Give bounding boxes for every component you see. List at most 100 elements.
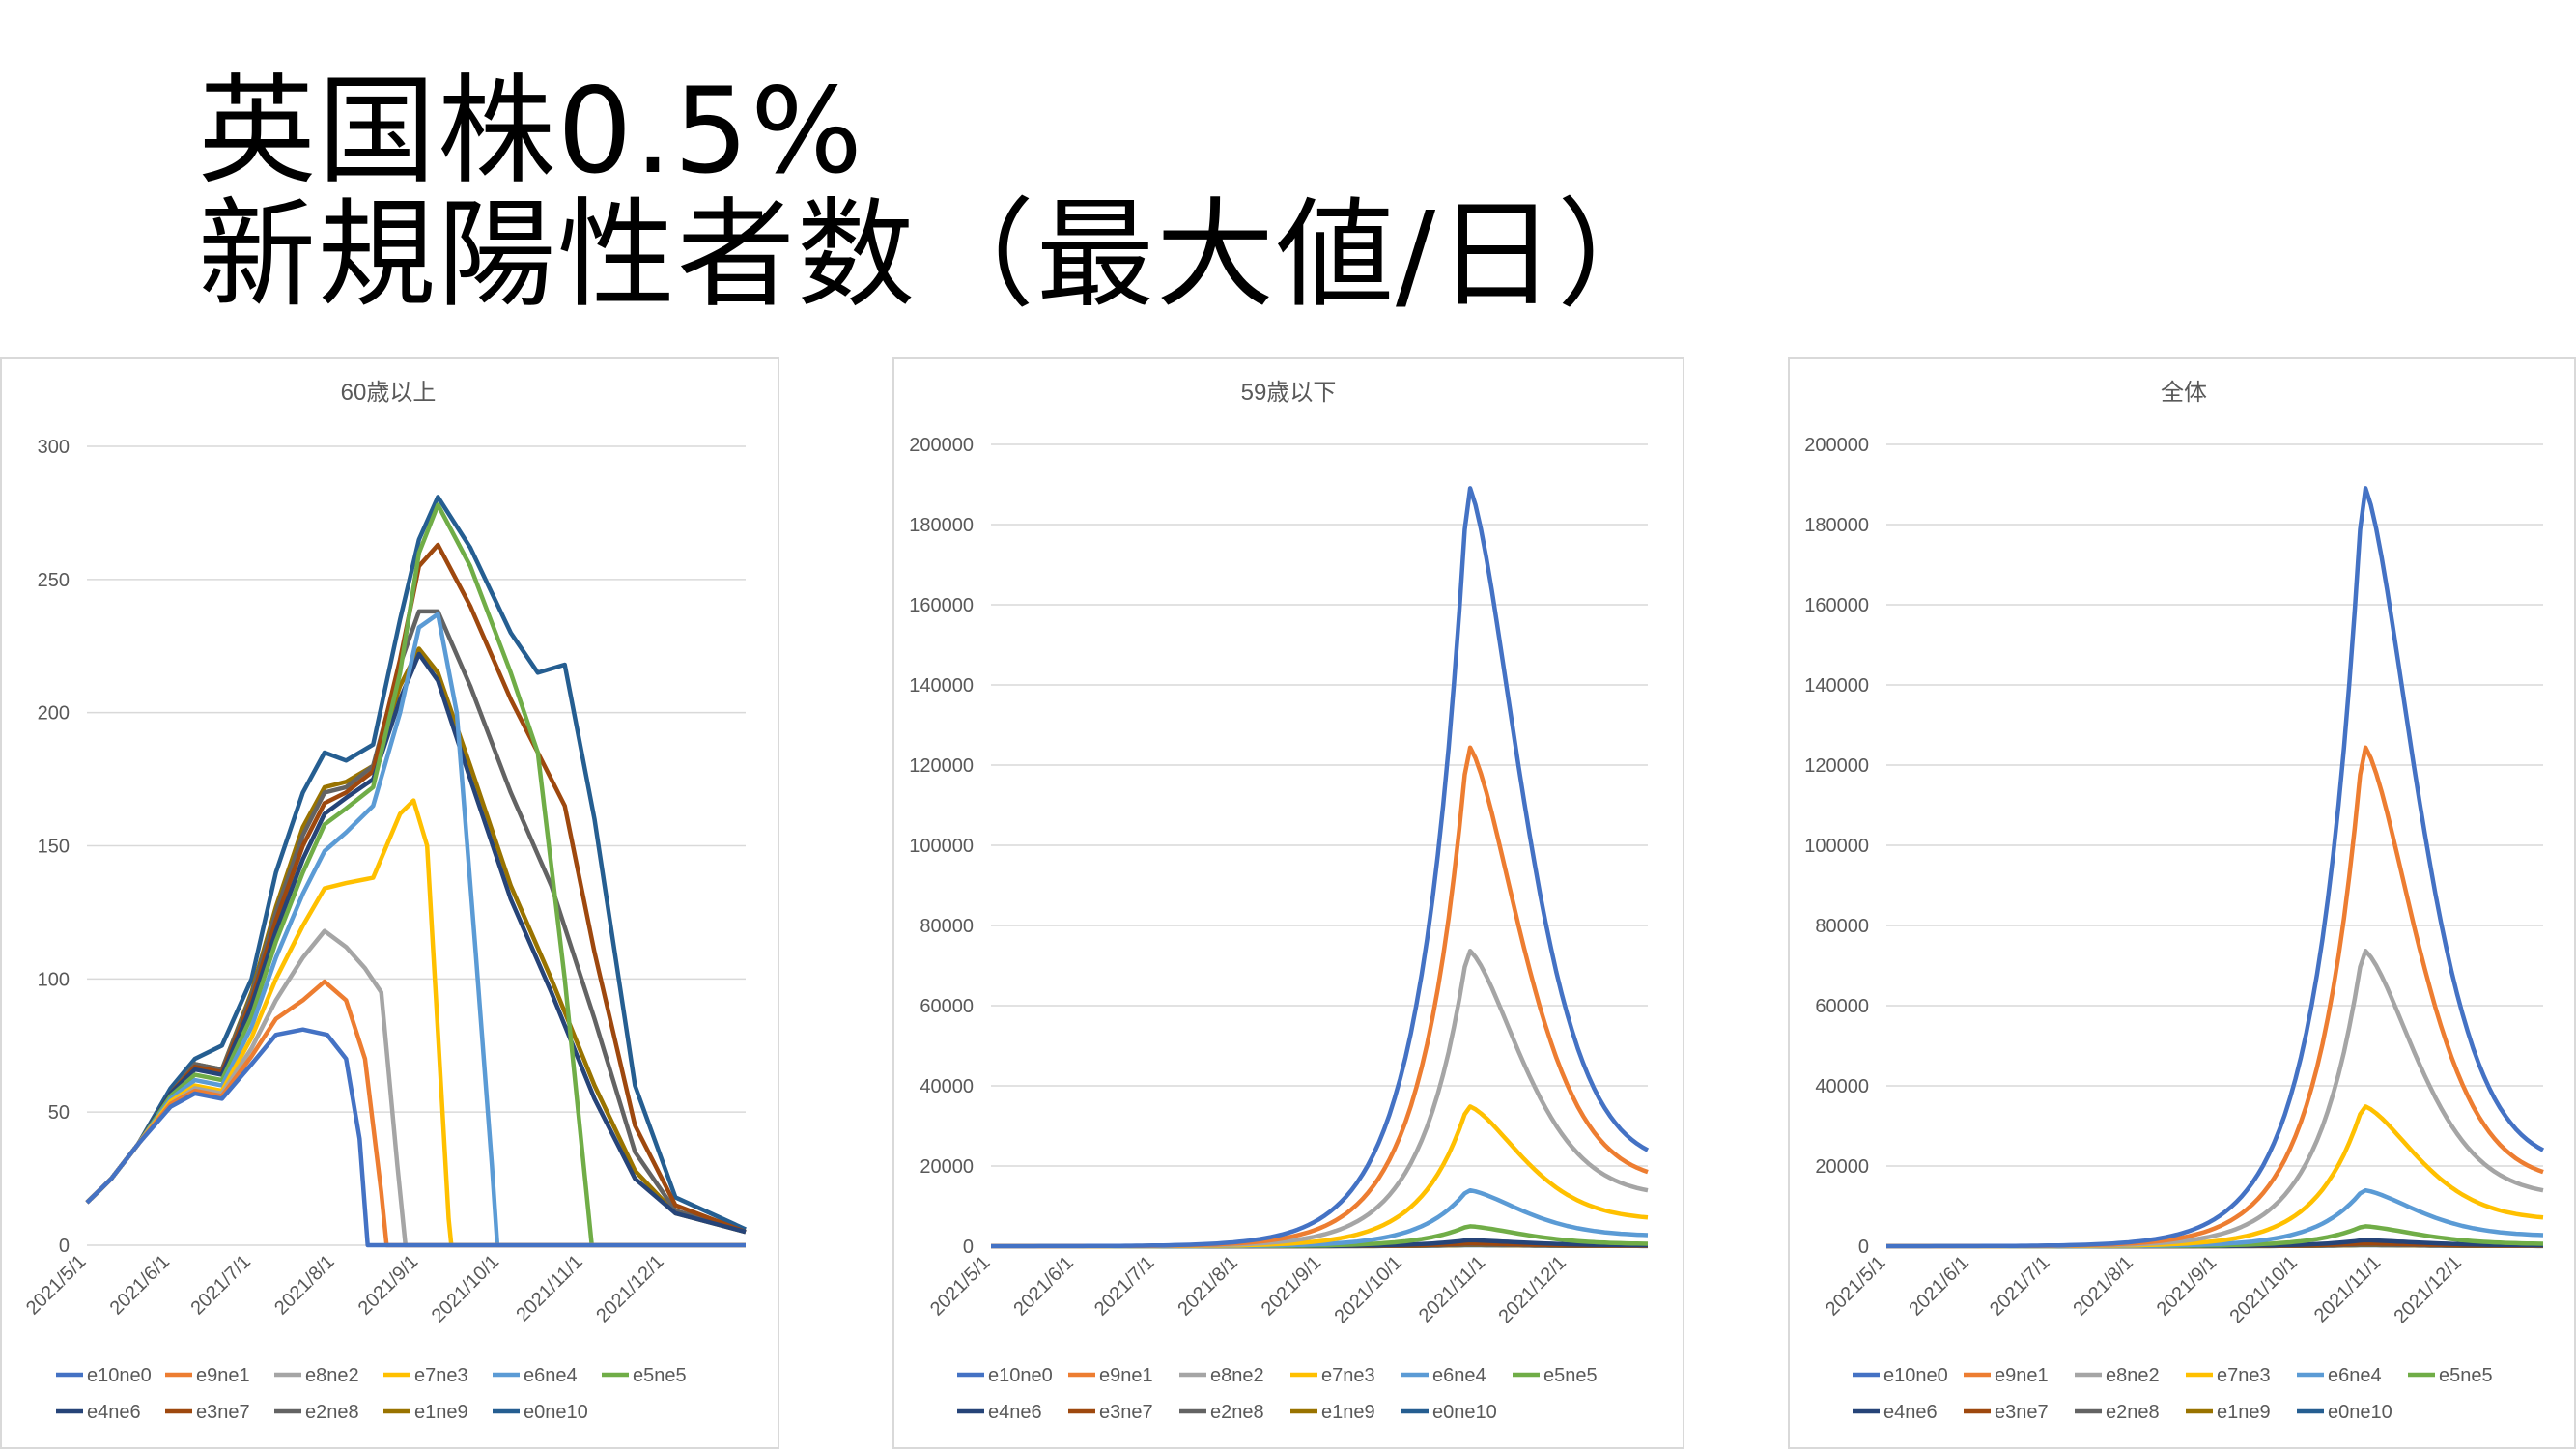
x-tick-label: 2021/12/1 bbox=[2390, 1252, 2465, 1327]
legend-label: e8ne2 bbox=[1210, 1365, 1264, 1386]
legend-label: e2ne8 bbox=[1210, 1402, 1264, 1423]
legend-label: e0ne10 bbox=[1432, 1402, 1497, 1423]
legend-label: e1ne9 bbox=[414, 1402, 468, 1423]
series-line-e0ne10 bbox=[85, 495, 747, 1232]
legend-label: e5ne5 bbox=[1543, 1365, 1598, 1386]
legend-label: e4ne6 bbox=[1883, 1402, 1938, 1423]
y-tick-label: 300 bbox=[38, 437, 70, 458]
y-tick-label: 20000 bbox=[1815, 1156, 1869, 1178]
page-title-line1: 英国株0.5% bbox=[198, 63, 864, 200]
y-tick-label: 180000 bbox=[909, 515, 974, 536]
y-tick-label: 200000 bbox=[1804, 435, 1869, 456]
x-tick-label: 2021/6/1 bbox=[1905, 1252, 1973, 1321]
series-line-e5ne5 bbox=[85, 502, 746, 1248]
legend-label: e0ne10 bbox=[2328, 1402, 2392, 1423]
x-tick-label: 2021/11/1 bbox=[2310, 1252, 2385, 1326]
legend-label: e4ne6 bbox=[87, 1402, 141, 1423]
series-line-e2ne8 bbox=[85, 609, 747, 1235]
legend-label: e6ne4 bbox=[1432, 1365, 1486, 1386]
legend-label: e2ne8 bbox=[305, 1402, 359, 1423]
page-title-line2: 新規陽性者数（最大値/日） bbox=[198, 186, 1678, 324]
y-tick-label: 60000 bbox=[1815, 996, 1869, 1017]
x-tick-label: 2021/7/1 bbox=[1986, 1252, 2054, 1321]
x-tick-label: 2021/12/1 bbox=[1494, 1252, 1570, 1327]
legend-label: e0ne10 bbox=[524, 1402, 588, 1423]
legend-label: e5ne5 bbox=[633, 1365, 687, 1386]
x-tick-label: 2021/5/1 bbox=[22, 1251, 91, 1320]
x-tick-label: 2021/8/1 bbox=[1174, 1252, 1242, 1321]
y-tick-label: 140000 bbox=[1804, 675, 1869, 697]
x-tick-label: 2021/9/1 bbox=[1258, 1252, 1326, 1321]
series-line-e9ne1 bbox=[1886, 745, 2544, 1249]
legend-label: e5ne5 bbox=[2439, 1365, 2493, 1386]
y-tick-label: 200 bbox=[38, 703, 70, 725]
x-tick-label: 2021/11/1 bbox=[512, 1251, 586, 1325]
legend-label: e3ne7 bbox=[1995, 1402, 2049, 1423]
series-line-e7ne3 bbox=[1886, 1104, 2544, 1249]
y-tick-label: 120000 bbox=[1804, 755, 1869, 777]
y-tick-label: 250 bbox=[38, 570, 70, 591]
y-tick-label: 100000 bbox=[909, 836, 974, 857]
x-tick-label: 2021/6/1 bbox=[1009, 1252, 1078, 1321]
y-tick-label: 0 bbox=[963, 1237, 974, 1258]
legend-label: e1ne9 bbox=[2217, 1402, 2271, 1423]
chart-panel-total: 全体 0 20000 40000 60000 80000 100000 120000 14000… bbox=[1788, 357, 2576, 1449]
y-tick-label: 160000 bbox=[909, 595, 974, 616]
legend-label: e4ne6 bbox=[988, 1402, 1042, 1423]
legend-label: e7ne3 bbox=[414, 1365, 468, 1386]
y-tick-label: 40000 bbox=[1815, 1076, 1869, 1097]
y-tick-label: 120000 bbox=[909, 755, 974, 777]
legend-label: e9ne1 bbox=[1099, 1365, 1153, 1386]
chart-panel-60plus: 60歳以上 0 50 100 150 200 250 300 2021/5/1 2021/6/1 2… bbox=[0, 357, 779, 1449]
series-line-e7ne3 bbox=[991, 1104, 1649, 1249]
legend-label: e9ne1 bbox=[196, 1365, 250, 1386]
y-tick-label: 100000 bbox=[1804, 836, 1869, 857]
x-tick-label: 2021/8/1 bbox=[270, 1251, 339, 1320]
series-line-e6ne4 bbox=[85, 612, 746, 1248]
series-line-e9ne1 bbox=[991, 745, 1649, 1249]
y-tick-label: 60000 bbox=[920, 996, 974, 1017]
legend-label: e10ne0 bbox=[988, 1365, 1053, 1386]
y-tick-label: 0 bbox=[59, 1236, 70, 1257]
x-tick-label: 2021/9/1 bbox=[354, 1251, 423, 1320]
y-tick-label: 100 bbox=[38, 969, 70, 990]
legend-label: e7ne3 bbox=[2217, 1365, 2271, 1386]
legend-label: e8ne2 bbox=[305, 1365, 359, 1386]
x-tick-label: 2021/7/1 bbox=[186, 1251, 255, 1320]
legend-label: e8ne2 bbox=[2106, 1365, 2160, 1386]
legend-label: e6ne4 bbox=[2328, 1365, 2382, 1386]
y-tick-label: 180000 bbox=[1804, 515, 1869, 536]
legend-label: e6ne4 bbox=[524, 1365, 578, 1386]
x-tick-label: 2021/11/1 bbox=[1415, 1252, 1489, 1326]
series-line-e8ne2 bbox=[1886, 949, 2544, 1249]
chart-title: 60歳以上 bbox=[341, 380, 437, 406]
legend-label: e3ne7 bbox=[1099, 1402, 1153, 1423]
legend-label: e3ne7 bbox=[196, 1402, 250, 1423]
x-tick-label: 2021/10/1 bbox=[428, 1251, 503, 1326]
legend-label: e1ne9 bbox=[1321, 1402, 1375, 1423]
x-tick-label: 2021/12/1 bbox=[592, 1251, 667, 1326]
series-line-e8ne2 bbox=[991, 949, 1649, 1249]
series-line-e10ne0 bbox=[85, 1027, 746, 1248]
legend-label: e9ne1 bbox=[1995, 1365, 2049, 1386]
y-tick-label: 80000 bbox=[1815, 916, 1869, 937]
y-tick-label: 20000 bbox=[920, 1156, 974, 1178]
x-tick-label: 2021/5/1 bbox=[926, 1252, 995, 1321]
y-tick-label: 0 bbox=[1858, 1237, 1869, 1258]
y-tick-label: 40000 bbox=[920, 1076, 974, 1097]
legend-label: e10ne0 bbox=[1883, 1365, 1948, 1386]
series-line-e10ne0 bbox=[1886, 486, 2545, 1249]
x-tick-label: 2021/6/1 bbox=[106, 1251, 175, 1320]
legend-label: e2ne8 bbox=[2106, 1402, 2160, 1423]
series-line-e7ne3 bbox=[85, 798, 746, 1248]
legend-label: e7ne3 bbox=[1321, 1365, 1375, 1386]
y-tick-label: 50 bbox=[48, 1102, 70, 1124]
x-tick-label: 2021/8/1 bbox=[2069, 1252, 2137, 1321]
x-tick-label: 2021/9/1 bbox=[2153, 1252, 2222, 1321]
chart-title: 全体 bbox=[2161, 380, 2207, 406]
x-tick-label: 2021/10/1 bbox=[1330, 1252, 1405, 1327]
y-tick-label: 140000 bbox=[909, 675, 974, 697]
chart-59under: 59歳以下 0 20000 40000 60000 80000 100000 120000 14… bbox=[909, 380, 1650, 1423]
x-tick-label: 2021/7/1 bbox=[1090, 1252, 1159, 1321]
x-tick-label: 2021/10/1 bbox=[2225, 1252, 2301, 1327]
